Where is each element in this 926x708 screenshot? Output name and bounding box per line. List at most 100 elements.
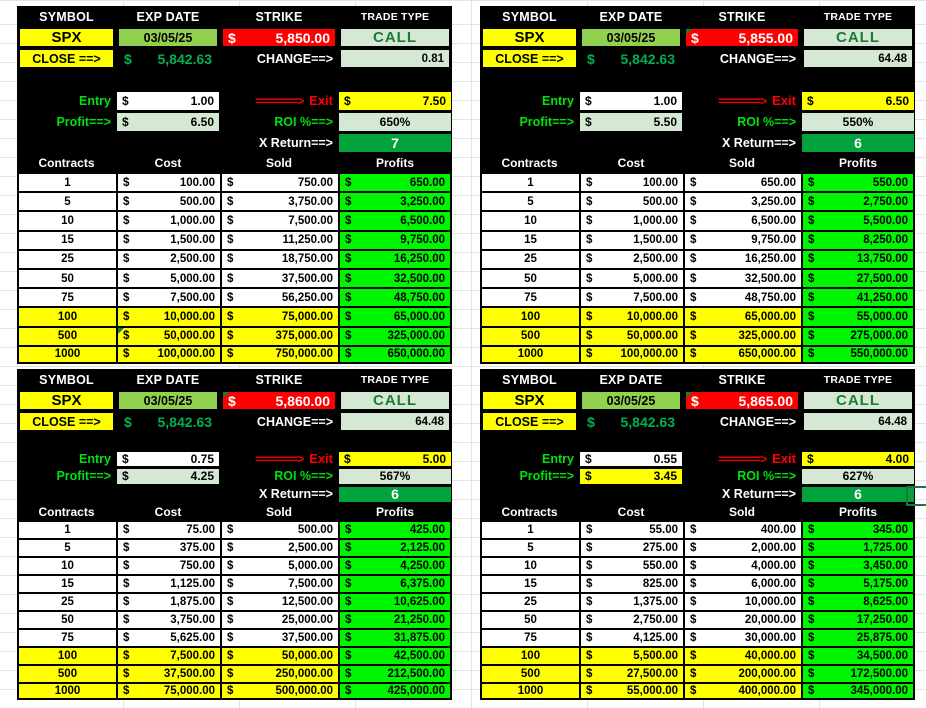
sold-cell[interactable]: $ 6,500.00	[683, 210, 801, 230]
cost-cell[interactable]: $ 1,000.00	[116, 210, 220, 230]
entry-input[interactable]: $ 1.00	[580, 91, 682, 110]
symbol-cell[interactable]: SPX	[20, 392, 113, 409]
contracts-cell[interactable]: 1000	[480, 682, 579, 700]
cost-cell[interactable]: $ 37,500.00	[116, 664, 220, 682]
contracts-cell[interactable]: 50	[17, 267, 116, 288]
sold-cell[interactable]: $ 325,000.00	[683, 325, 801, 345]
cost-cell[interactable]: $ 75,000.00	[116, 682, 220, 700]
contracts-cell[interactable]: 500	[480, 664, 579, 682]
profit-cell[interactable]: $ 6,375.00	[338, 574, 452, 592]
profit-cell[interactable]: $ 65,000.00	[338, 306, 452, 326]
contracts-cell[interactable]: 100	[17, 646, 116, 664]
profit-cell[interactable]: $ 345,000.00	[801, 682, 915, 700]
change-value[interactable]: 0.81	[341, 50, 449, 67]
cost-cell[interactable]: $ 375.00	[116, 538, 220, 556]
profit-cell[interactable]: $ 275,000.00	[801, 325, 915, 345]
profit-cell[interactable]: $ 2,750.00	[801, 191, 915, 211]
contracts-cell[interactable]: 50	[17, 610, 116, 628]
sold-cell[interactable]: $ 56,250.00	[220, 287, 338, 307]
cost-cell[interactable]: $ 500.00	[116, 191, 220, 211]
cost-cell[interactable]: $ 750.00	[116, 556, 220, 574]
profit-cell[interactable]: $ 10,625.00	[338, 592, 452, 610]
xreturn-value-cell[interactable]: 6	[802, 133, 914, 152]
profit-cell[interactable]: $ 41,250.00	[801, 287, 915, 307]
contracts-cell[interactable]: 500	[480, 325, 579, 345]
cost-cell[interactable]: $ 7,500.00	[579, 287, 683, 307]
symbol-cell[interactable]: SPX	[483, 392, 576, 409]
profit-cell[interactable]: $ 5,500.00	[801, 210, 915, 230]
profit-cell[interactable]: $ 3,450.00	[801, 556, 915, 574]
profit-cell[interactable]: $ 13,750.00	[801, 248, 915, 268]
contracts-cell[interactable]: 1000	[17, 344, 116, 364]
entry-input[interactable]: $ 0.55	[580, 451, 682, 466]
sold-cell[interactable]: $ 650.00	[683, 172, 801, 192]
contracts-cell[interactable]: 5	[480, 538, 579, 556]
cost-cell[interactable]: $ 100.00	[579, 172, 683, 192]
contracts-cell[interactable]: 15	[17, 574, 116, 592]
sold-cell[interactable]: $ 65,000.00	[683, 306, 801, 326]
sold-cell[interactable]: $ 400.00	[683, 520, 801, 538]
sold-cell[interactable]: $ 10,000.00	[683, 592, 801, 610]
contracts-cell[interactable]: 1	[17, 172, 116, 192]
contracts-cell[interactable]: 15	[480, 574, 579, 592]
sold-cell[interactable]: $ 9,750.00	[683, 229, 801, 249]
close-value[interactable]: $ 5,842.63	[116, 411, 220, 432]
cost-cell[interactable]: $ 50,000.00	[116, 325, 220, 345]
profit-cell[interactable]: $ 8,250.00	[801, 229, 915, 249]
contracts-cell[interactable]: 10	[480, 556, 579, 574]
sold-cell[interactable]: $ 20,000.00	[683, 610, 801, 628]
contracts-cell[interactable]: 500	[17, 664, 116, 682]
roi-value-cell[interactable]: 550%	[802, 112, 914, 131]
profit-cell[interactable]: $ 34,500.00	[801, 646, 915, 664]
sold-cell[interactable]: $ 750,000.00	[220, 344, 338, 364]
cost-cell[interactable]: $ 3,750.00	[116, 610, 220, 628]
sold-cell[interactable]: $ 50,000.00	[220, 646, 338, 664]
xreturn-value-cell[interactable]: 6	[802, 486, 914, 502]
sold-cell[interactable]: $ 2,000.00	[683, 538, 801, 556]
profit-cell[interactable]: $ 31,875.00	[338, 628, 452, 646]
sold-cell[interactable]: $ 18,750.00	[220, 248, 338, 268]
sold-cell[interactable]: $ 7,500.00	[220, 210, 338, 230]
contracts-cell[interactable]: 25	[480, 592, 579, 610]
contracts-cell[interactable]: 75	[480, 628, 579, 646]
sold-cell[interactable]: $ 3,750.00	[220, 191, 338, 211]
sold-cell[interactable]: $ 12,500.00	[220, 592, 338, 610]
exit-input[interactable]: $ 4.00	[802, 451, 914, 466]
contracts-cell[interactable]: 500	[17, 325, 116, 345]
sold-cell[interactable]: $ 37,500.00	[220, 628, 338, 646]
profit-cell[interactable]: $ 8,625.00	[801, 592, 915, 610]
profit-cell[interactable]: $ 55,000.00	[801, 306, 915, 326]
cost-cell[interactable]: $ 100.00	[116, 172, 220, 192]
cost-cell[interactable]: $ 10,000.00	[116, 306, 220, 326]
cost-cell[interactable]: $ 100,000.00	[579, 344, 683, 364]
contracts-cell[interactable]: 15	[480, 229, 579, 249]
profit-cell[interactable]: $ 212,500.00	[338, 664, 452, 682]
cost-cell[interactable]: $ 10,000.00	[579, 306, 683, 326]
contracts-cell[interactable]: 100	[480, 646, 579, 664]
profit-cell[interactable]: $ 2,125.00	[338, 538, 452, 556]
entry-input[interactable]: $ 0.75	[117, 451, 219, 466]
cost-cell[interactable]: $ 1,125.00	[116, 574, 220, 592]
change-value[interactable]: 64.48	[804, 50, 912, 67]
sold-cell[interactable]: $ 3,250.00	[683, 191, 801, 211]
sold-cell[interactable]: $ 2,500.00	[220, 538, 338, 556]
cost-cell[interactable]: $ 550.00	[579, 556, 683, 574]
close-value[interactable]: $ 5,842.63	[116, 48, 220, 69]
contracts-cell[interactable]: 1	[480, 172, 579, 192]
exit-input[interactable]: $ 6.50	[802, 91, 914, 110]
cost-cell[interactable]: $ 4,125.00	[579, 628, 683, 646]
sold-cell[interactable]: $ 200,000.00	[683, 664, 801, 682]
sold-cell[interactable]: $ 30,000.00	[683, 628, 801, 646]
sold-cell[interactable]: $ 500.00	[220, 520, 338, 538]
contracts-cell[interactable]: 25	[17, 248, 116, 268]
profit-cell[interactable]: $ 48,750.00	[338, 287, 452, 307]
cost-cell[interactable]: $ 1,875.00	[116, 592, 220, 610]
profit-cell[interactable]: $ 16,250.00	[338, 248, 452, 268]
cost-cell[interactable]: $ 1,000.00	[579, 210, 683, 230]
profit-cell[interactable]: $ 25,875.00	[801, 628, 915, 646]
profit-cell[interactable]: $ 650.00	[338, 172, 452, 192]
contracts-cell[interactable]: 1	[480, 520, 579, 538]
contracts-cell[interactable]: 25	[480, 248, 579, 268]
trade-type-cell[interactable]: CALL	[804, 392, 912, 409]
exp-date-cell[interactable]: 03/05/25	[582, 29, 680, 46]
